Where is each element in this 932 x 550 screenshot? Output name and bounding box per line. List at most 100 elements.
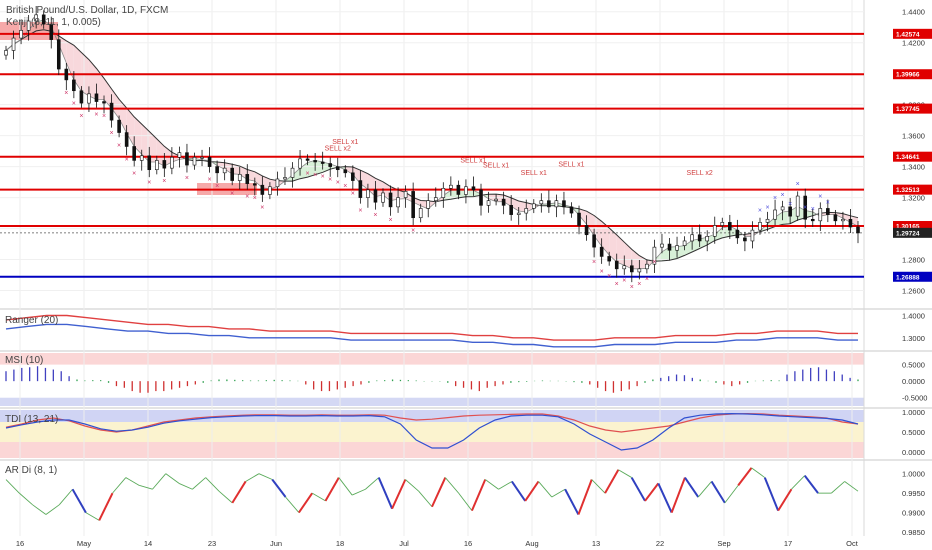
tdi-mid-band: [0, 422, 864, 442]
ma-cloud-segment: [247, 169, 255, 182]
candle-body: [320, 161, 325, 164]
ma-cloud-segment: [450, 189, 459, 200]
candle-body: [94, 93, 99, 102]
sell-marker: ×: [607, 273, 611, 280]
candle-body: [592, 234, 596, 248]
ardi-segment: [178, 482, 193, 490]
candle-body: [366, 189, 370, 198]
ardi-segment: [684, 477, 700, 498]
candle-body: [449, 184, 453, 189]
ardi-segment: [152, 473, 167, 490]
sell-marker: ×: [306, 170, 310, 177]
buy-marker: ×: [788, 201, 792, 208]
ardi-segment: [311, 492, 326, 502]
candle-body: [841, 218, 845, 222]
candle-body: [464, 186, 468, 195]
buy-marker: ×: [773, 195, 777, 202]
y-tick-label: 1.2600: [902, 287, 925, 296]
candle-body: [758, 222, 762, 231]
ardi-segment: [98, 492, 114, 521]
ardi-segment: [112, 477, 127, 494]
candle-body: [720, 222, 725, 226]
candle-body: [675, 245, 679, 251]
candle-body: [471, 186, 476, 191]
candle-body: [373, 189, 378, 203]
sell-marker: ×: [162, 178, 166, 185]
buy-marker: ×: [781, 192, 785, 199]
ardi-segment: [32, 504, 47, 515]
y-tick-label: 1.2800: [902, 256, 925, 265]
sell-marker: ×: [208, 177, 212, 184]
ma-cloud-segment: [66, 40, 74, 80]
ma-cloud-segment: [661, 247, 670, 261]
candle-body: [200, 157, 204, 159]
ma-cloud-segment: [315, 160, 323, 175]
candle-body: [554, 200, 559, 208]
ardi-segment: [192, 477, 206, 490]
candle-body: [403, 191, 408, 198]
ma-cloud-segment: [111, 89, 120, 119]
ardi-segment: [618, 469, 632, 478]
y-tick-label: 1.3600: [902, 132, 925, 141]
ardi-segment: [298, 492, 314, 514]
candle-body: [358, 180, 363, 198]
buy-marker: ×: [811, 206, 815, 213]
candle-body: [788, 206, 792, 217]
ardi-segment: [844, 481, 859, 492]
candle-body: [79, 90, 84, 104]
candle-body: [539, 200, 544, 205]
ma-cloud-segment: [579, 208, 587, 225]
candle-body: [260, 184, 265, 195]
sell-marker: ×: [351, 191, 355, 198]
ardi-y-tick: 0.9950: [902, 489, 925, 498]
ma-cloud-segment: [586, 211, 595, 236]
sell-marker: ×: [253, 195, 257, 202]
candle-body: [547, 200, 551, 208]
msi-y-tick: 0.5000: [902, 361, 925, 370]
price-label-box: [893, 184, 932, 195]
candle-body: [803, 195, 808, 220]
price-label-box: [893, 28, 932, 39]
candle-body: [245, 174, 250, 184]
price-label: 1.37745: [896, 106, 920, 113]
sell-marker: ×: [321, 174, 325, 181]
candle-body: [411, 191, 415, 219]
candle-body: [34, 14, 38, 22]
candle-body: [4, 50, 8, 56]
ma-cloud-segment: [292, 168, 301, 182]
candle-body: [524, 208, 529, 214]
price-label-box: [893, 227, 932, 238]
ardi-segment: [777, 488, 793, 512]
candle-body: [750, 229, 755, 242]
sell-marker: ×: [147, 180, 151, 187]
ma-cloud-segment: [790, 206, 798, 224]
candle-body: [599, 246, 604, 257]
price-label: 1.42574: [896, 31, 920, 38]
buy-marker: ×: [818, 193, 822, 200]
ardi-segment: [791, 475, 806, 490]
sell-marker: ×: [630, 284, 634, 291]
ma-cloud-segment: [518, 201, 527, 213]
sell-marker: ×: [215, 183, 219, 190]
ma-cloud-segment: [217, 161, 225, 170]
ardi-segment: [125, 477, 140, 486]
x-tick-label: 16: [464, 539, 472, 548]
candle-body: [509, 205, 513, 215]
candle-body: [177, 152, 182, 158]
grid-layer: [0, 0, 932, 536]
buy-marker: ×: [758, 207, 762, 214]
ma-cloud-segment: [692, 238, 700, 252]
candle-body: [102, 101, 106, 104]
x-tick-label: Oct: [846, 539, 859, 548]
y-tick-label: 1.4200: [902, 39, 925, 48]
candle-body: [652, 246, 657, 265]
ardi-segment: [697, 481, 712, 498]
ardi-segment: [418, 490, 433, 508]
ardi-segment: [564, 488, 580, 516]
sell-marker: ×: [328, 177, 332, 184]
ardi-y-tick: 1.0000: [902, 470, 925, 479]
ardi-segment: [444, 477, 459, 494]
candle-body: [162, 160, 167, 169]
ma-cloud-segment: [609, 228, 617, 263]
sell-marker: ×: [652, 259, 656, 266]
